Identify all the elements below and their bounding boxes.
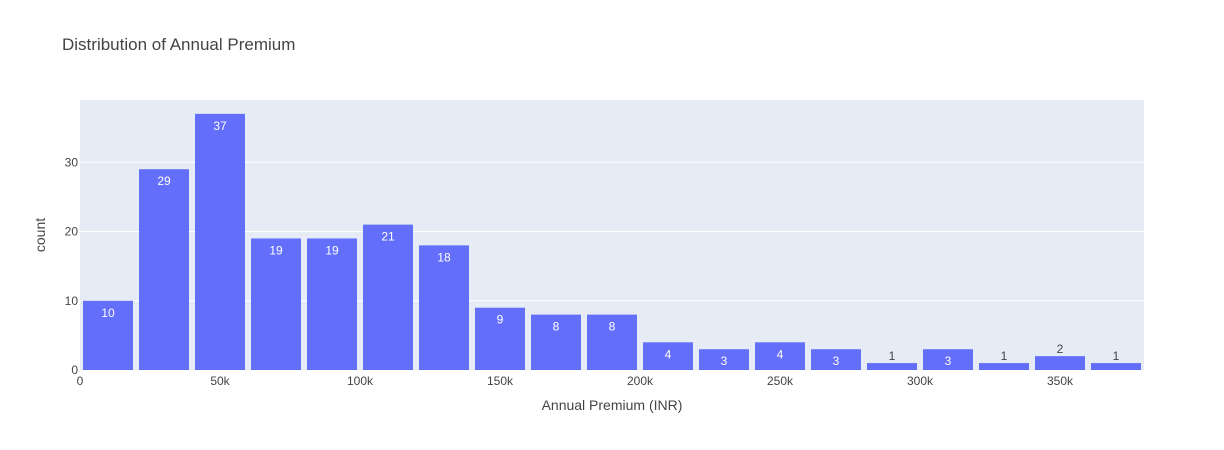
x-tick-label: 50k: [210, 374, 230, 388]
x-tick-label: 100k: [347, 374, 374, 388]
y-tick-label: 20: [65, 225, 79, 239]
bar-value-label: 29: [157, 174, 171, 188]
histogram-bar: [643, 342, 693, 370]
bar-value-label: 19: [269, 243, 283, 257]
bars: [83, 113, 1141, 370]
histogram-bar: [1035, 356, 1085, 370]
histogram-bar: [251, 238, 301, 370]
bar-value-label: 3: [833, 354, 840, 368]
x-tick-label: 0: [77, 374, 84, 388]
y-axis-title: count: [32, 218, 48, 252]
histogram-bar: [867, 363, 917, 370]
histogram-bar: [419, 245, 469, 370]
x-tick-label: 150k: [487, 374, 514, 388]
x-tick-label: 350k: [1047, 374, 1074, 388]
y-tick-label: 0: [71, 363, 78, 377]
histogram-bar: [363, 224, 413, 370]
bar-value-label: 9: [497, 313, 504, 327]
bar-value-label: 8: [609, 320, 616, 334]
bar-value-label: 2: [1057, 342, 1064, 356]
bar-value-label: 10: [101, 306, 115, 320]
x-tick-label: 250k: [767, 374, 794, 388]
bar-value-label: 1: [1001, 349, 1008, 363]
histogram-bar: [1091, 363, 1141, 370]
histogram-bar: [923, 349, 973, 370]
histogram-bar: [531, 314, 581, 370]
bar-value-label: 1: [1113, 349, 1120, 363]
histogram-bar: [139, 169, 189, 370]
y-axis-ticks: 0 10 20 30: [65, 155, 79, 377]
bar-value-label: 1: [889, 349, 896, 363]
bar-value-label: 37: [213, 119, 227, 133]
x-tick-label: 300k: [907, 374, 934, 388]
bar-value-label: 8: [553, 320, 560, 334]
bar-value-label: 4: [777, 347, 784, 361]
bar-value-label: 4: [665, 347, 672, 361]
histogram-bar: [755, 342, 805, 370]
histogram-bar: [979, 363, 1029, 370]
x-axis-ticks: 0 50k 100k 150k 200k 250k 300k 350k: [77, 374, 1074, 388]
y-tick-label: 10: [65, 294, 79, 308]
bar-value-label: 18: [437, 250, 451, 264]
histogram-bar: [699, 349, 749, 370]
histogram-bar: [811, 349, 861, 370]
histogram-bar: [587, 314, 637, 370]
x-tick-label: 200k: [627, 374, 654, 388]
histogram-bar: [307, 238, 357, 370]
histogram-bar: [475, 307, 525, 370]
bar-value-label: 19: [325, 243, 339, 257]
histogram-bar: [83, 300, 133, 370]
y-tick-label: 30: [65, 155, 79, 169]
bar-value-label: 21: [381, 230, 395, 244]
bar-value-label: 3: [721, 354, 728, 368]
histogram-bar: [195, 113, 245, 370]
bar-value-label: 3: [945, 354, 952, 368]
chart-title: Distribution of Annual Premium: [62, 35, 295, 54]
x-axis-title: Annual Premium (INR): [542, 397, 683, 413]
